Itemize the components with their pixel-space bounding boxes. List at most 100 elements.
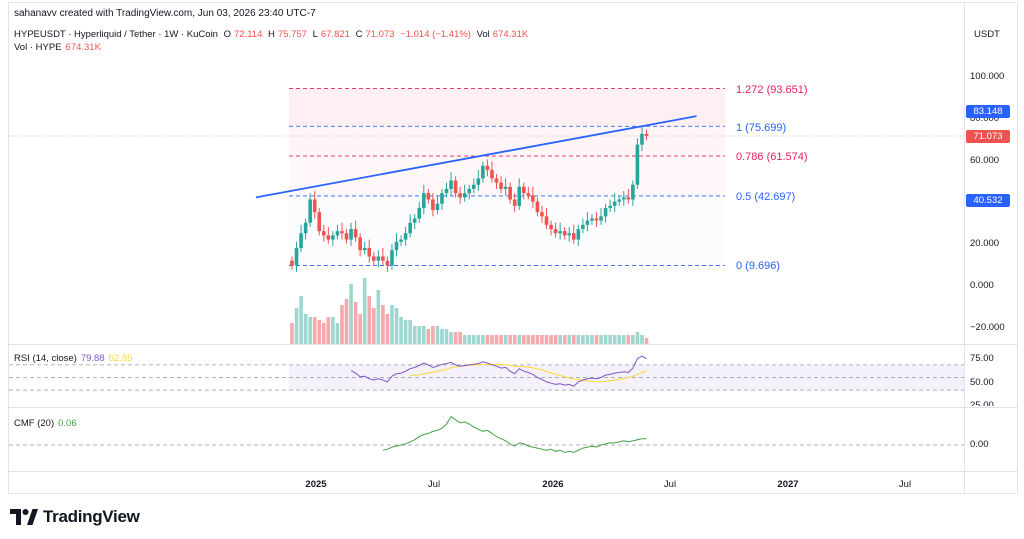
vol-label: Vol [476, 29, 490, 40]
candle-body [367, 248, 372, 257]
volume-legend[interactable]: Vol · HYPE 674.31K [14, 42, 101, 53]
candle-body [458, 193, 462, 198]
candle-body [521, 186, 526, 194]
ohlc-open-label: O [223, 29, 231, 40]
volume-bar [294, 308, 299, 344]
ohlc-close-label: C [355, 29, 363, 40]
ohlc-low-value: 67.821 [320, 29, 350, 40]
price-tick-100: 100.000 [970, 71, 1005, 82]
volume-bar [626, 335, 631, 344]
fib-zone-base [289, 195, 725, 266]
candle-body [640, 133, 644, 145]
price-tick-0: 0.000 [970, 280, 994, 291]
candle-body [399, 239, 403, 242]
candle-body [503, 186, 508, 189]
volume-bar [640, 335, 644, 344]
fib-zone-upper [289, 88, 725, 127]
volume-legend-value: 674.31K [65, 42, 101, 53]
volume-bar [326, 317, 331, 344]
volume-bar [576, 335, 581, 344]
candle-body [303, 222, 308, 234]
candle-body [517, 186, 522, 206]
candle-body [531, 195, 535, 202]
chart-credit: sahanavv created with TradingView.com, J… [14, 8, 316, 19]
ohlc-close-value: 71.073 [365, 29, 395, 40]
fib-zone-lower [289, 156, 725, 196]
rsi-ma-line [410, 363, 647, 383]
rsi-tick-50: 50.00 [970, 377, 994, 388]
pane-separator-rsi[interactable] [8, 344, 1018, 345]
volume-bar [458, 332, 462, 344]
candle-body [594, 218, 599, 221]
candle-body [317, 212, 322, 232]
candle-body [471, 184, 476, 189]
volume-bar [485, 335, 490, 344]
candle-body [558, 231, 562, 234]
price-tick-60: 60.000 [970, 155, 1000, 166]
volume-bar [581, 335, 585, 344]
volume-bar [340, 305, 344, 344]
pane-separator-cmf[interactable] [8, 407, 1018, 408]
time-tick-2026: 2026 [542, 479, 564, 490]
candle-body [485, 165, 490, 170]
price-tick-20: 20.000 [970, 238, 1000, 249]
rsi-legend[interactable]: RSI (14, close) 79.88 62.85 [14, 353, 132, 364]
symbol-title[interactable]: HYPEUSDT · Hyperliquid / Tether · 1W · K… [14, 29, 218, 40]
vol-value: 674.31K [492, 29, 529, 40]
volume-bar [426, 329, 431, 344]
candle-body [571, 233, 576, 240]
candle-body [581, 224, 585, 230]
candle-body [449, 180, 453, 189]
volume-bar [312, 317, 317, 344]
cmf-value: 0.06 [58, 418, 77, 429]
cmf-legend[interactable]: CMF (20) 0.06 [14, 418, 77, 429]
volume-bar [558, 335, 562, 344]
volume-bar [462, 335, 467, 344]
volume-bar [571, 335, 576, 344]
volume-bar [617, 335, 622, 344]
volume-bar [508, 335, 512, 344]
cmf-line [382, 415, 647, 453]
candle-body [576, 229, 581, 240]
volume-bar [535, 335, 540, 344]
volume-bar [612, 335, 617, 344]
volume-bar [585, 335, 590, 344]
volume-bar [421, 326, 426, 344]
cmf-label: CMF (20) [14, 418, 55, 429]
price-change: −1.014 (−1.41%) [400, 29, 471, 40]
volume-bar [371, 308, 376, 344]
candle-body [394, 241, 399, 251]
ohlc-high-value: 75.757 [277, 29, 307, 40]
volume-bar [476, 335, 481, 344]
volume-bar [290, 323, 294, 344]
volume-bar [385, 314, 390, 344]
rsi-ma-value: 62.85 [108, 353, 133, 364]
volume-bar [408, 320, 412, 344]
candle-body [362, 248, 367, 251]
tradingview-brand[interactable]: TradingView [10, 507, 140, 527]
volume-bar [553, 335, 558, 344]
volume-bar [417, 326, 422, 344]
volume-bar [517, 335, 522, 344]
last-price-badge: 71.073 [966, 130, 1010, 143]
candle-body [426, 193, 431, 200]
candle-body [290, 260, 294, 266]
volume-bar [440, 329, 444, 344]
currency-label[interactable]: USDT [974, 29, 1000, 40]
candle-body [417, 207, 422, 219]
fib-label-05: 0.5 (42.697) [736, 191, 796, 203]
volume-bar [531, 335, 535, 344]
candle-body [353, 229, 358, 238]
candle-body [540, 212, 544, 217]
candle-body [421, 193, 426, 208]
candle-body [340, 231, 344, 234]
candle-body [567, 233, 572, 236]
volume-legend-label: Vol · HYPE [14, 42, 62, 53]
volume-bar [303, 314, 308, 344]
candle-body [358, 237, 362, 251]
time-axis-divider [8, 471, 1018, 472]
candle-body [344, 233, 349, 240]
volume-bar [394, 308, 399, 344]
candle-body [526, 193, 531, 196]
